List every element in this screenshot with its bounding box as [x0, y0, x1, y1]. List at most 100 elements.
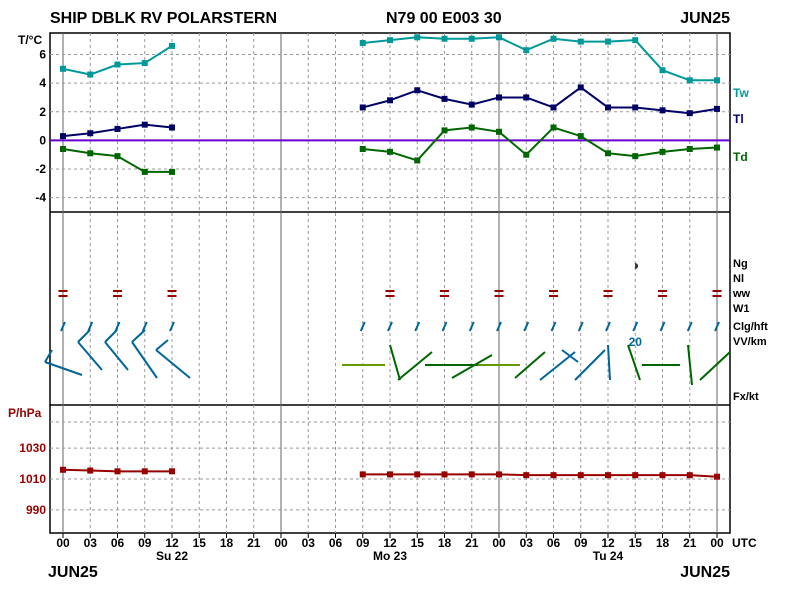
weather-layer: = = = = = = = = = = ◑ 20 — [44, 257, 731, 386]
fog-symbol: = — [548, 284, 559, 304]
tw-point — [169, 42, 175, 49]
tl-point — [550, 104, 557, 111]
tl-point — [632, 104, 639, 111]
gridlines — [50, 33, 730, 538]
pressure-point — [414, 471, 421, 478]
month-bottom-left: JUN25 — [48, 564, 98, 581]
temperature-tick-label: 4 — [39, 76, 46, 90]
pressure-ylabel: P/hPa — [8, 406, 42, 420]
td-point — [659, 148, 666, 155]
temperature-tick-label: -2 — [35, 162, 46, 176]
pressure-point — [114, 468, 121, 475]
td-point — [387, 148, 393, 155]
pressure-point — [686, 472, 693, 479]
label-w1: W1 — [733, 303, 750, 315]
tw-point — [387, 37, 393, 44]
temperature-tick-label: 2 — [39, 105, 46, 119]
td-point — [141, 168, 148, 175]
tl-point — [496, 94, 502, 101]
tw-point — [141, 60, 148, 67]
pressure-point — [550, 472, 557, 479]
tl-point — [359, 104, 366, 111]
x-tick-label: 15 — [629, 536, 643, 550]
pressure-point — [714, 473, 720, 480]
pressure-point — [87, 467, 94, 474]
temperature-tick-label: -4 — [35, 191, 46, 205]
td-point — [60, 145, 66, 152]
cloud-base-tick — [659, 321, 666, 332]
wind-barb — [574, 349, 606, 381]
label-ng: Ng — [733, 258, 748, 270]
x-tick-label: 12 — [383, 536, 397, 550]
cloud-base-tick — [632, 321, 639, 332]
label-td: Td — [733, 150, 748, 164]
wind-barb — [451, 354, 493, 379]
wind-barb — [104, 329, 118, 343]
tl-point — [686, 110, 693, 117]
td-point — [169, 168, 175, 175]
x-tick-label: 09 — [138, 536, 152, 550]
wind-barb — [44, 361, 83, 376]
pressure-point — [523, 472, 530, 479]
axis-labels: -4 -2 0 2 4 6 990 1010 1030 00 03 06 09 12 15 18 21 00 03 0… — [19, 47, 724, 563]
td-point — [414, 157, 421, 164]
td-point — [496, 128, 502, 135]
fog-symbol: = — [657, 284, 668, 304]
tw-point — [686, 77, 693, 84]
wind-barb — [514, 351, 546, 379]
tw-point — [60, 65, 66, 72]
month-bottom-right: JUN25 — [680, 564, 730, 581]
tl-point — [87, 130, 94, 137]
cloud-base-tick — [714, 321, 720, 332]
tw-point — [550, 35, 557, 42]
tl-series — [60, 84, 720, 140]
pressure-point — [60, 466, 66, 473]
x-axis-unit: UTC — [732, 536, 757, 550]
wind-barb — [699, 351, 731, 381]
cloud-base-tick — [468, 321, 475, 332]
fog-symbol: = — [712, 284, 723, 304]
x-tick-label: 00 — [710, 536, 724, 550]
fog-symbol: = — [58, 284, 69, 304]
label-clg: Clg/hft — [733, 321, 768, 333]
series-layer — [60, 34, 720, 480]
position-title: N79 00 E003 30 — [386, 10, 502, 27]
pressure-point — [496, 471, 502, 478]
fog-symbol: = — [439, 284, 450, 304]
pressure-point — [605, 472, 611, 479]
pressure-point — [141, 468, 148, 475]
month-top-right: JUN25 — [680, 10, 730, 27]
wind-barb — [131, 341, 158, 379]
tw-point — [414, 34, 421, 41]
wind-barb — [389, 344, 401, 381]
day-label: Su 22 — [156, 549, 188, 563]
tl-point — [114, 125, 121, 132]
temperature-tick-label: 6 — [39, 47, 46, 61]
x-tick-label: 18 — [220, 536, 234, 550]
tw-point — [605, 38, 611, 45]
cloud-base-tick — [141, 321, 148, 332]
tw-point — [496, 34, 502, 41]
tw-point — [632, 37, 639, 44]
wind-barb — [155, 349, 191, 379]
fog-symbol: = — [603, 284, 614, 304]
tl-point — [659, 107, 666, 114]
pressure-point — [659, 472, 666, 479]
wind-barb — [104, 341, 129, 371]
visibility-label: 20 — [629, 335, 643, 349]
x-tick-label: 21 — [247, 536, 261, 550]
day-label: Tu 24 — [593, 549, 624, 563]
tw-point — [114, 61, 121, 68]
tl-point — [141, 121, 148, 128]
cloud-base-tick — [550, 321, 557, 332]
td-point — [577, 133, 584, 140]
tl-line — [362, 86, 718, 115]
cloud-base-tick — [496, 321, 502, 332]
td-point — [114, 153, 121, 160]
fog-symbol: = — [494, 284, 505, 304]
cloud-base-tick — [523, 321, 530, 332]
tl-point — [169, 124, 175, 131]
cloud-base-tick — [60, 321, 66, 332]
fog-symbol: = — [167, 284, 178, 304]
